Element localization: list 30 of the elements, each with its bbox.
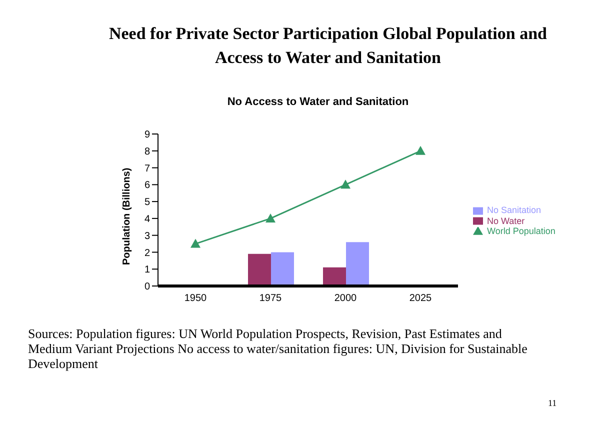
x-tick-label: 2000: [334, 293, 358, 304]
bar: [323, 267, 346, 286]
y-axis-title: Population (Billions): [122, 168, 133, 265]
y-tick-label: 1: [144, 264, 150, 276]
point: [190, 238, 200, 248]
x-tick-label: 1975: [259, 293, 282, 304]
bar: [248, 254, 271, 286]
chart-title: Need for Private Sector Participation Global Population and Access to Water and Sanitation: [108, 23, 548, 69]
y-tick-label: 8: [144, 146, 150, 158]
bar: [271, 252, 294, 286]
point: [266, 213, 276, 222]
y-tick-label: 9: [144, 130, 150, 141]
point: [340, 180, 350, 189]
legend-label: No Water: [487, 216, 525, 226]
y-tick-label: 4: [144, 214, 150, 225]
point: [416, 146, 426, 155]
text: 11: [548, 398, 557, 408]
y-tick-label: 7: [144, 163, 150, 174]
y-tick-label: 2: [144, 248, 150, 259]
y-tick-label: 3: [144, 230, 150, 242]
y-tick-label: 5: [144, 197, 150, 208]
x-tick-label: 2025: [409, 293, 432, 304]
legend-label: World Population: [487, 226, 556, 236]
y-tick-label: 6: [144, 180, 150, 192]
legend-label: No Sanitation: [487, 205, 542, 216]
chart-subtitle: No Access to Water and Sanitation: [226, 96, 410, 108]
source-note: Sources: Population figures: UN World Population Prospects, Revision, Past Estimates and Medium Variant Projections No access to water/sanitation figures: UN, Division for Sustainable Development: [28, 326, 528, 371]
y-tick-label: 0: [144, 282, 150, 293]
x-tick-label: 1950: [184, 293, 208, 304]
bar: [346, 242, 369, 286]
